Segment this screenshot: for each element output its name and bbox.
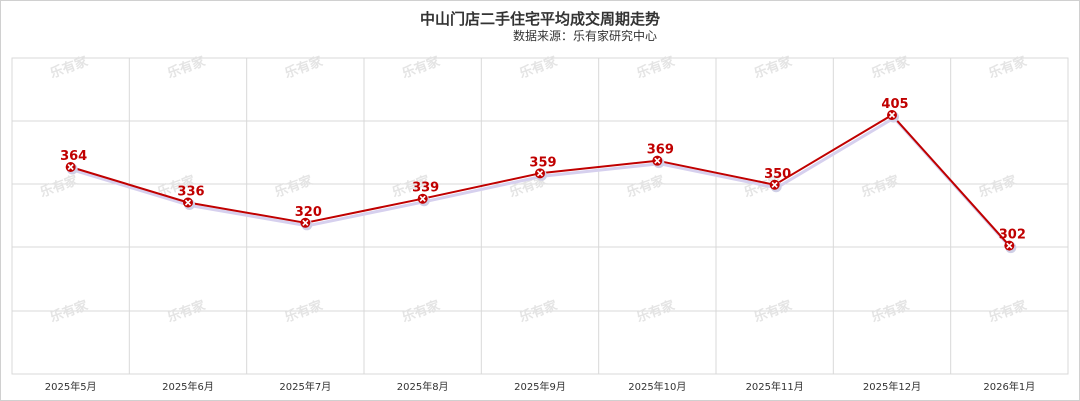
- data-label: 359: [529, 155, 556, 170]
- watermark-text: 乐有家: [400, 53, 443, 82]
- watermark-text: 乐有家: [869, 297, 912, 326]
- watermark-text: 乐有家: [400, 297, 443, 326]
- x-tick-label: 2025年7月: [279, 380, 331, 393]
- data-label: 369: [647, 143, 674, 158]
- data-point-mark: [302, 219, 309, 226]
- data-point-mark: [536, 170, 544, 177]
- data-label: 320: [295, 205, 322, 220]
- x-axis-ticks: 2025年5月 2025年6月 2025年7月 2025年8月 2025年9月 2025年…: [45, 380, 1035, 393]
- watermark-text: 乐有家: [752, 53, 795, 82]
- watermark-text: 乐有家: [517, 297, 560, 326]
- data-label: 350: [764, 167, 791, 182]
- x-tick-label: 2025年6月: [162, 380, 214, 393]
- data-label: 339: [412, 181, 439, 196]
- data-point-mark: [1006, 242, 1013, 249]
- data-label: 302: [999, 228, 1026, 243]
- watermark-text: 乐有家: [752, 297, 795, 326]
- watermark-text: 乐有家: [859, 172, 902, 201]
- data-point-mark: [419, 195, 426, 202]
- watermark-text: 乐有家: [625, 172, 668, 201]
- data-point-mark: [654, 157, 661, 164]
- chart-subtitle: 数据来源：乐有家研究中心: [512, 29, 657, 43]
- data-point-mark: [67, 163, 74, 171]
- x-tick-label: 2025年10月: [628, 380, 686, 393]
- watermark-text: 乐有家: [977, 172, 1020, 201]
- x-tick-label: 2025年9月: [514, 380, 566, 393]
- watermark-text: 乐有家: [635, 53, 678, 82]
- data-point-mark: [184, 199, 192, 206]
- data-label: 405: [881, 97, 908, 112]
- watermark-text: 乐有家: [38, 172, 81, 201]
- watermark-text: 乐有家: [48, 53, 91, 82]
- grid: [11, 57, 1069, 375]
- x-tick-label: 2025年12月: [863, 380, 921, 393]
- x-tick-label: 2026年1月: [983, 380, 1035, 393]
- data-point-mark: [888, 111, 896, 119]
- data-point-mark: [771, 181, 778, 188]
- watermark-text: 乐有家: [48, 297, 91, 326]
- watermark-text: 乐有家: [987, 53, 1030, 82]
- x-tick-label: 2025年11月: [746, 380, 804, 393]
- data-label: 364: [60, 149, 87, 164]
- watermark-text: 乐有家: [273, 172, 316, 201]
- watermark-text: 乐有家: [517, 53, 560, 82]
- watermark-text: 乐有家: [165, 53, 208, 82]
- watermark-text: 乐有家: [165, 297, 208, 326]
- watermark-text: 乐有家: [283, 297, 326, 326]
- data-labels: 364 336 320 339 359 369 350 405 302: [60, 97, 1026, 243]
- data-points: [65, 110, 1017, 254]
- x-tick-label: 2025年5月: [45, 380, 97, 393]
- chart-title: 中山门店二手住宅平均成交周期走势: [419, 10, 660, 28]
- watermark-text: 乐有家: [869, 53, 912, 82]
- data-label: 336: [177, 185, 204, 200]
- watermark-text: 乐有家: [283, 53, 326, 82]
- watermark-text: 乐有家: [635, 297, 678, 326]
- plot-border: [11, 57, 1069, 375]
- x-tick-label: 2025年8月: [397, 380, 449, 393]
- watermark-text: 乐有家: [987, 297, 1030, 326]
